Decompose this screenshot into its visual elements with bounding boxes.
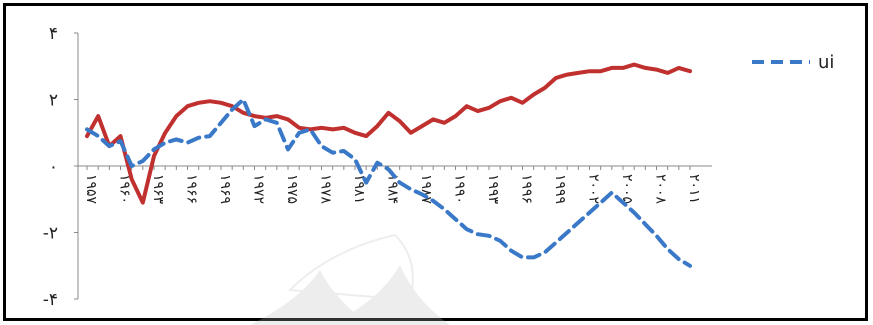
x-tick-label: ۲۰۰۸: [653, 174, 669, 205]
y-tick-label: ۴: [49, 24, 58, 44]
x-tick-label: ۲۰۰۲: [586, 174, 602, 204]
x-tick-label: ۱۹۶۰: [117, 174, 133, 204]
y-tick-label: -۲: [43, 224, 58, 244]
x-tick-label: ۱۹۶۹: [217, 174, 233, 204]
x-tick-label: ۱۹۷۵: [284, 174, 300, 204]
watermark-ornament: [250, 233, 450, 325]
x-tick-label: ۱۹۵۷: [83, 174, 99, 205]
y-tick-label: ۰: [49, 157, 58, 177]
x-tick-label: ۱۹۸۱: [351, 174, 367, 204]
chart-frame: [3, 3, 868, 321]
y-tick-label: ۲: [49, 91, 58, 111]
legend-ui-label: ui: [818, 52, 834, 73]
x-tick-label: ۱۹۸۷: [418, 174, 434, 205]
x-tick-label: ۱۹۹۳: [485, 174, 501, 205]
y-tick-label: -۴: [43, 290, 58, 310]
x-tick-label: ۱۹۹۶: [519, 174, 535, 204]
x-tick-label: ۱۹۹۹: [552, 174, 568, 204]
x-tick-label: ۱۹۶۶: [184, 174, 200, 204]
x-tick-label: ۱۹۹۰: [452, 174, 468, 204]
x-tick-label: ۱۹۶۳: [150, 174, 166, 205]
series-ui-line: [85, 97, 692, 268]
x-tick-label: ۱۹۷۸: [318, 174, 334, 205]
x-tick-label: ۱۹۷۲: [251, 174, 267, 204]
x-tick-label: ۱۹۸۴: [385, 174, 401, 204]
series-1-line: [85, 62, 692, 205]
x-tick-label: ۲۰۱۱: [686, 174, 702, 204]
x-tick-label: ۲۰۰۵: [619, 174, 635, 204]
